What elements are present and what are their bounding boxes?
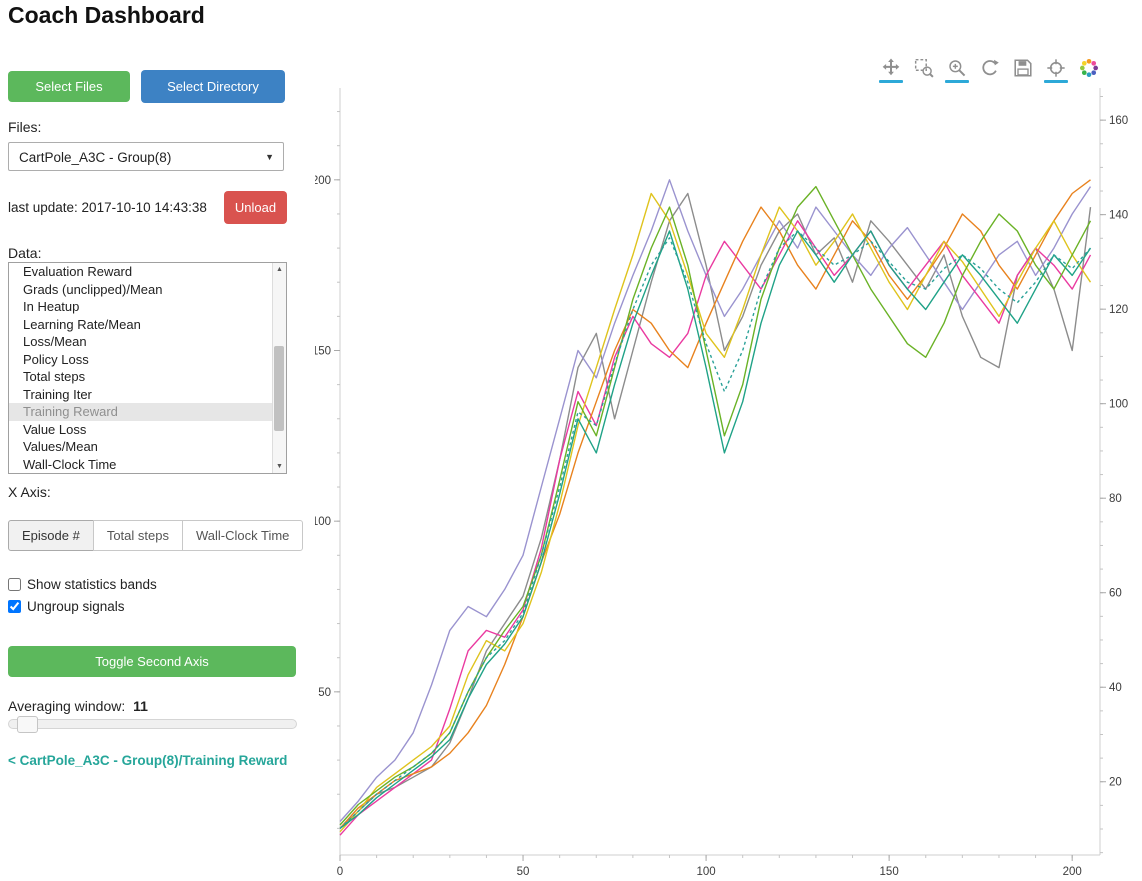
last-update-text: last update: 2017-10-10 14:43:38: [8, 200, 207, 215]
list-item[interactable]: Learning Rate/Mean: [23, 316, 141, 332]
x-tick-label: 100: [696, 866, 715, 878]
right-y-tick-label: 60: [1109, 588, 1122, 600]
training-reward-chart[interactable]: 0 50 100 150 200 50 100 150 200 20 40 60 80 100 120 140…: [315, 55, 1142, 881]
list-item[interactable]: Training Reward: [9, 403, 286, 421]
x-axis-option-wall-clock[interactable]: Wall-Clock Time: [181, 520, 304, 551]
left-y-tick-label: 200: [315, 175, 331, 187]
series-worker-5: [339, 185, 1092, 826]
bokeh-logo[interactable]: [1078, 58, 1100, 83]
series-worker-1: [339, 179, 1092, 822]
list-item[interactable]: Training Iter: [23, 386, 92, 402]
right-y-tick-label: 20: [1109, 777, 1122, 789]
series-mean: [339, 230, 1092, 829]
pan-icon[interactable]: [879, 58, 903, 83]
x-tick-label: 150: [880, 866, 899, 878]
files-label: Files:: [8, 119, 42, 135]
x-tick-label: 50: [517, 866, 530, 878]
list-item[interactable]: Policy Loss: [23, 351, 89, 367]
files-dropdown[interactable]: CartPole_A3C - Group(8) ▼: [8, 142, 284, 171]
select-directory-button[interactable]: Select Directory: [141, 70, 285, 103]
list-item[interactable]: In Heatup: [23, 299, 80, 314]
series-worker-3: [339, 179, 1091, 829]
select-files-button[interactable]: Select Files: [8, 71, 130, 102]
active-tool-underline: [1011, 80, 1035, 83]
ungroup-signals-checkbox[interactable]: [8, 600, 21, 613]
right-y-tick-label: 80: [1109, 493, 1122, 505]
unload-button[interactable]: Unload: [224, 191, 287, 224]
active-tool-underline: [978, 80, 1002, 83]
toggle-second-axis-button[interactable]: Toggle Second Axis: [8, 646, 296, 677]
show-statistics-bands-row: Show statistics bands: [8, 577, 157, 592]
averaging-window-text: Averaging window:: [8, 698, 126, 714]
list-item[interactable]: Evaluation Reward: [23, 264, 133, 279]
averaging-window-value: 11: [133, 698, 148, 714]
active-tool-underline: [879, 80, 903, 83]
data-list-items: Evaluation Reward Grads (unclipped)/Mean I…: [9, 263, 286, 473]
right-y-tick-label: 140: [1109, 210, 1128, 222]
active-tool-underline: [1044, 80, 1068, 83]
left-y-tick-label: 50: [318, 687, 331, 699]
ungroup-signals-label: Ungroup signals: [27, 599, 125, 614]
crosshair-icon[interactable]: [1044, 58, 1068, 83]
show-statistics-bands-label: Show statistics bands: [27, 577, 157, 592]
wheel-zoom-icon[interactable]: [945, 58, 969, 83]
x-axis-option-total-steps[interactable]: Total steps: [92, 520, 183, 551]
averaging-window-slider[interactable]: [8, 716, 297, 733]
files-dropdown-value: CartPole_A3C - Group(8): [19, 150, 172, 165]
slider-thumb[interactable]: [17, 716, 38, 733]
chart-panel: 0 50 100 150 200 50 100 150 200 20 40 60 80 100 120 140…: [315, 55, 1142, 881]
list-item[interactable]: Value Loss: [23, 421, 87, 437]
active-tool-underline: [945, 80, 969, 83]
data-list[interactable]: Evaluation Reward Grads (unclipped)/Mean I…: [8, 262, 287, 474]
chevron-down-icon: ▼: [265, 152, 274, 162]
left-y-tick-label: 150: [315, 345, 331, 357]
save-icon[interactable]: [1012, 58, 1034, 83]
breadcrumb[interactable]: < CartPole_A3C - Group(8)/Training Rewar…: [8, 753, 288, 768]
right-y-tick-label: 120: [1109, 304, 1128, 316]
list-item[interactable]: Wall-Clock Time: [23, 456, 117, 472]
left-y-tick-label: 100: [315, 516, 331, 528]
scrollbar-thumb[interactable]: [274, 346, 284, 431]
x-tick-label: 0: [337, 866, 343, 878]
scroll-up-icon[interactable]: ▲: [276, 266, 283, 273]
active-tool-underline: [912, 80, 936, 83]
list-item[interactable]: Total steps: [23, 369, 86, 384]
list-item[interactable]: Values/Mean: [23, 439, 98, 454]
right-y-tick-label: 100: [1109, 399, 1128, 411]
x-axis-label: X Axis:: [8, 484, 51, 500]
x-tick-label: 200: [1063, 866, 1082, 878]
ungroup-signals-row: Ungroup signals: [8, 599, 125, 614]
box-zoom-icon[interactable]: [913, 58, 935, 83]
right-y-tick-label: 40: [1109, 682, 1122, 694]
series-worker-4: [339, 192, 1092, 833]
list-item[interactable]: Grads (unclipped)/Mean: [23, 281, 163, 297]
reset-icon[interactable]: [979, 58, 1001, 83]
data-label: Data:: [8, 245, 42, 261]
series-worker-6: [339, 230, 1092, 829]
x-axis-button-group: Episode # Total steps Wall-Clock Time: [8, 520, 304, 551]
show-statistics-bands-checkbox[interactable]: [8, 578, 21, 591]
scroll-down-icon[interactable]: ▼: [276, 463, 283, 470]
series-worker-2: [339, 220, 1092, 836]
page-title: Coach Dashboard: [8, 2, 205, 28]
right-y-tick-label: 160: [1109, 115, 1128, 127]
chart-toolbar: [879, 58, 1100, 83]
x-axis-option-episode[interactable]: Episode #: [8, 520, 94, 551]
list-item[interactable]: Loss/Mean: [23, 334, 87, 349]
data-list-scrollbar[interactable]: ▲ ▼: [272, 263, 286, 473]
active-tool-underline: [1077, 80, 1101, 83]
averaging-window-label: Averaging window: 11: [8, 698, 148, 714]
